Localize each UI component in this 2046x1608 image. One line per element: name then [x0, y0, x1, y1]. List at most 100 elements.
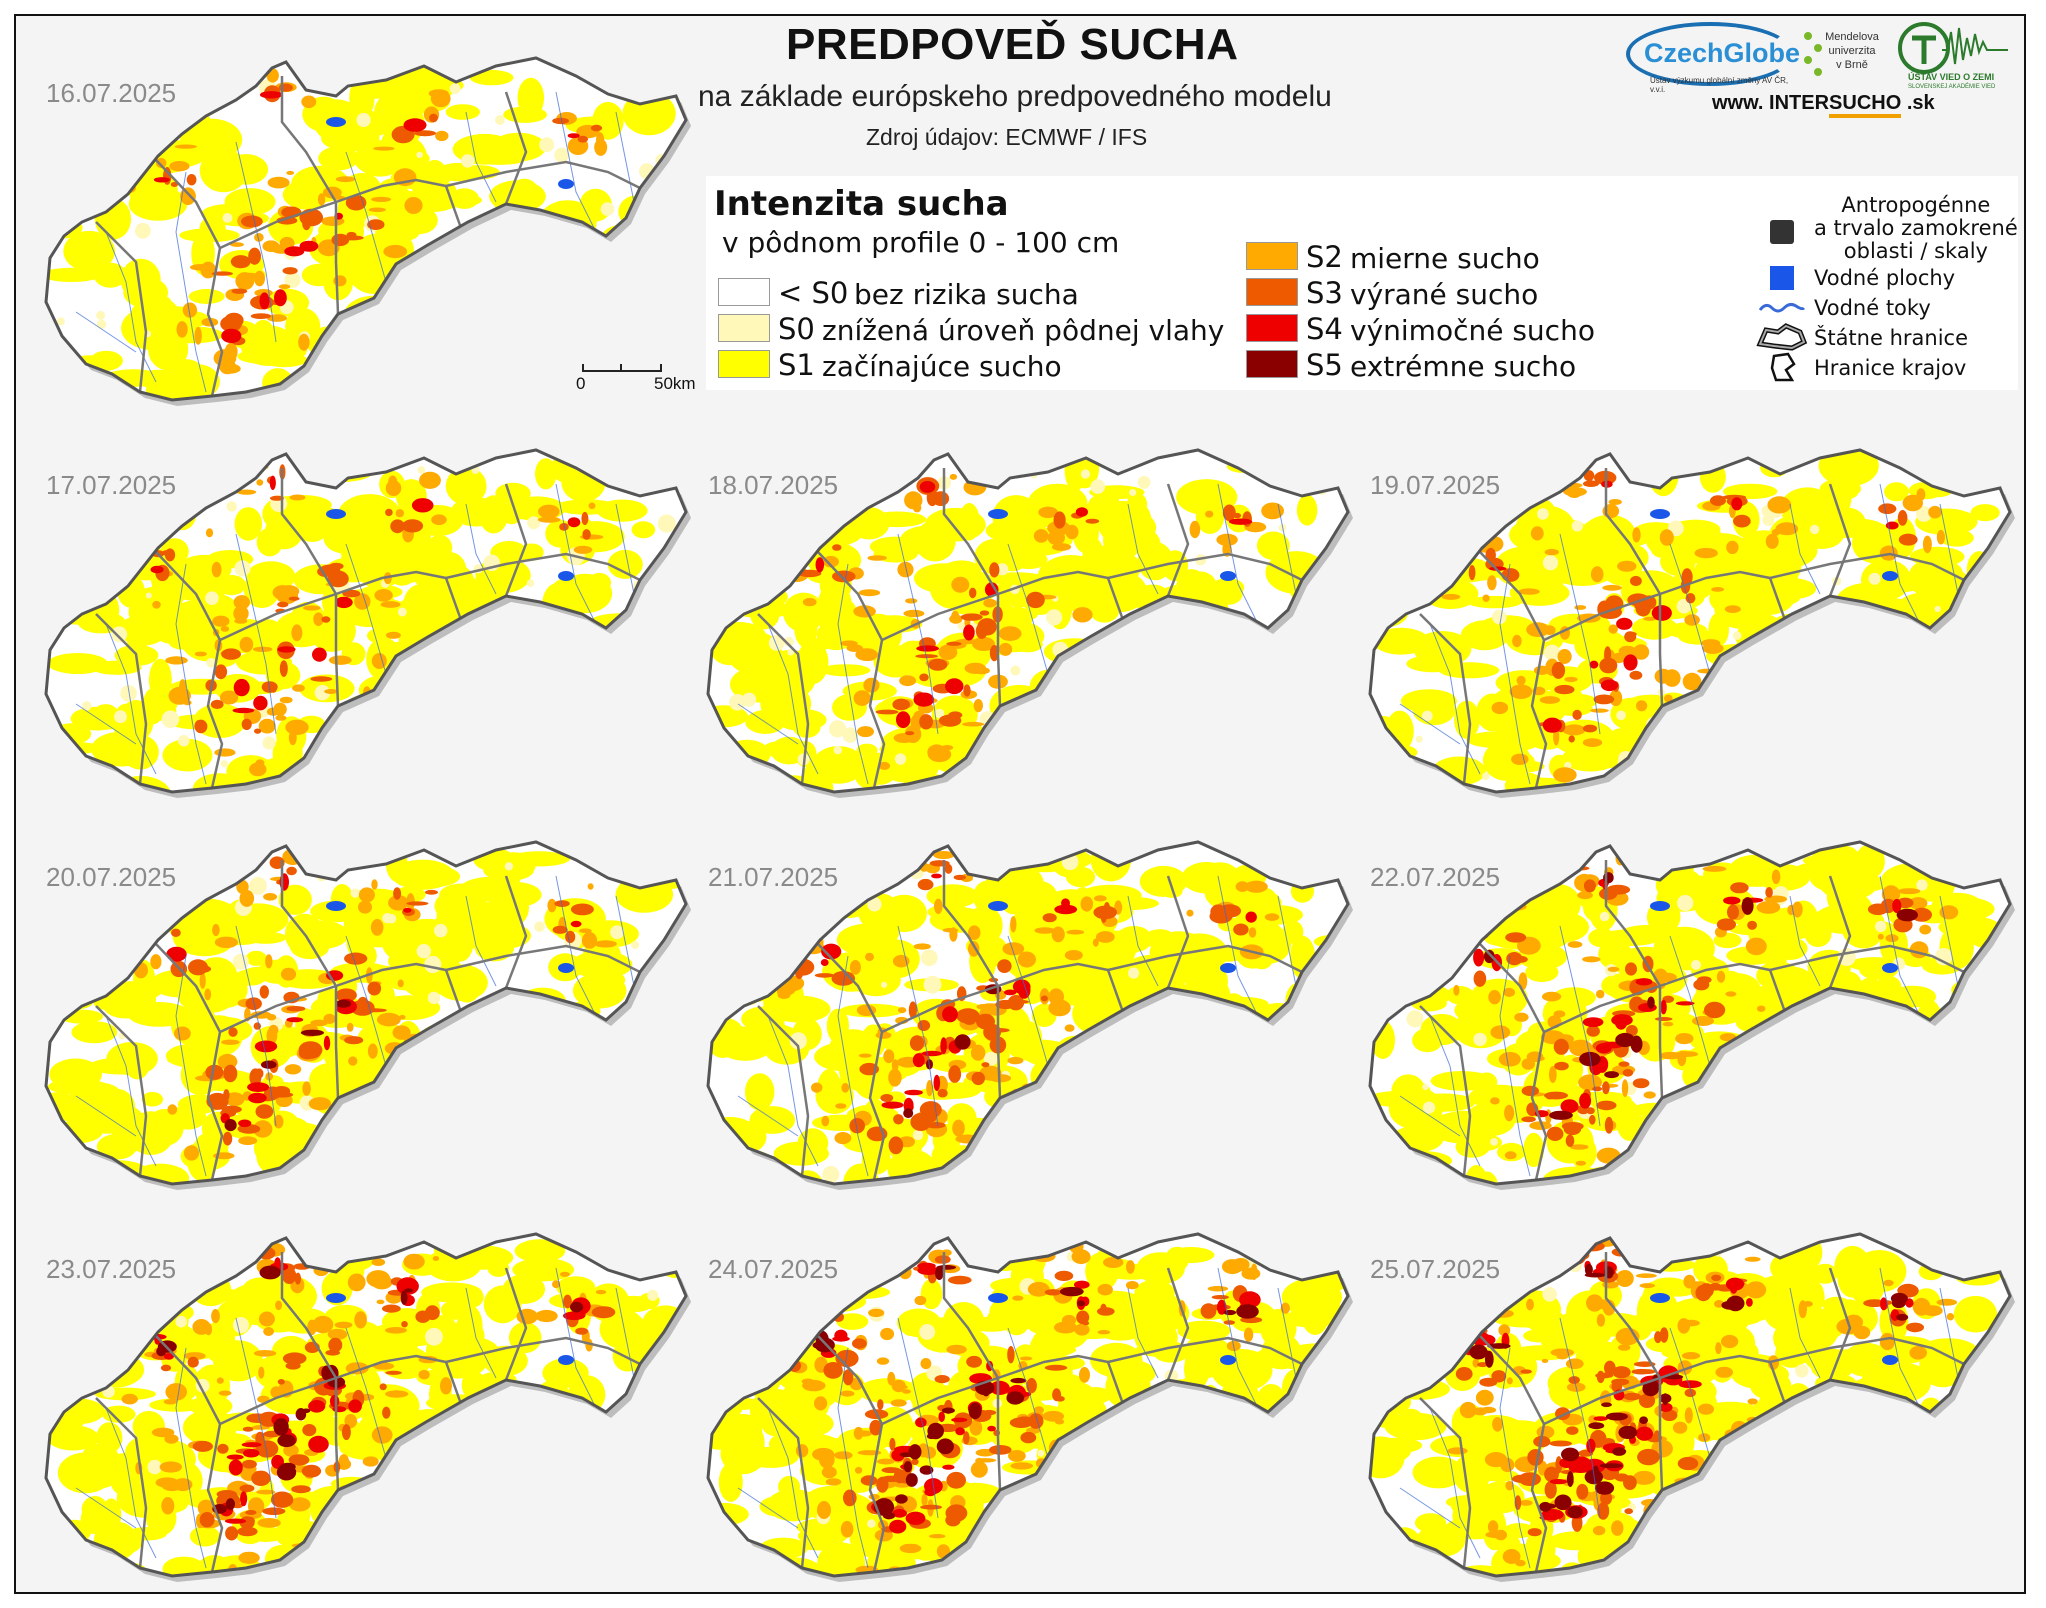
- region-border: [942, 1252, 1000, 1379]
- s1-patch: [1769, 669, 1802, 708]
- s1-patch: [1064, 1520, 1111, 1538]
- s1-patch: [181, 1188, 232, 1205]
- drought-patch-s2: [559, 1271, 570, 1277]
- s0-patch: [524, 1020, 540, 1036]
- s1-patch: [100, 1132, 151, 1153]
- page-subtitle: na základe európskeho predpovedného mode…: [698, 80, 1332, 113]
- s1-patch: [535, 458, 557, 490]
- river-line: [1669, 1327, 1711, 1459]
- drought-patch-s2: [1564, 676, 1578, 683]
- s0-patch: [1308, 659, 1318, 670]
- drought-patch-s3: [414, 130, 436, 137]
- s1-patch: [331, 1522, 373, 1561]
- s1-patch: [578, 200, 604, 217]
- drought-patch-s3: [832, 544, 842, 551]
- drought-patch-s4: [820, 959, 829, 966]
- s0-patch: [1482, 772, 1490, 781]
- s1-patch: [1408, 507, 1450, 540]
- s1-patch: [447, 1023, 475, 1066]
- river-line: [1499, 955, 1531, 1177]
- s1-patch: [397, 1466, 442, 1481]
- s1-patch: [1396, 1304, 1456, 1344]
- s1-patch: [437, 1114, 495, 1128]
- s0-patch: [1006, 1247, 1016, 1257]
- s1-patch: [246, 950, 267, 966]
- s1-patch: [649, 210, 676, 226]
- s1-patch: [724, 557, 754, 570]
- drought-patch-s3: [1623, 1392, 1642, 1401]
- drought-patch-s2: [1436, 920, 1453, 926]
- s1-patch: [938, 783, 969, 792]
- map-date-label: 24.07.2025: [708, 1254, 839, 1284]
- s1-patch: [381, 360, 426, 381]
- s1-patch: [1430, 1111, 1489, 1144]
- drought-map: 23.07.2025: [36, 1228, 696, 1608]
- s1-patch: [303, 1156, 362, 1184]
- drought-patch-s2: [1526, 1298, 1534, 1311]
- drought-patch-s2: [1521, 1058, 1535, 1070]
- s0-patch: [220, 760, 228, 768]
- drought-patch-s3: [1583, 480, 1599, 487]
- drought-patch-s3: [880, 1094, 894, 1102]
- drought-map: 24.07.2025: [698, 1228, 1358, 1608]
- drought-patch-s2: [1487, 1520, 1499, 1534]
- s1-patch: [85, 927, 140, 963]
- drought-patch-s4: [228, 1459, 243, 1476]
- region-border: [445, 944, 641, 974]
- drought-patch-s3: [1446, 1332, 1456, 1348]
- s0-patch: [416, 151, 423, 159]
- s1-patch: [1296, 494, 1318, 526]
- river-line: [105, 1015, 157, 1167]
- drought-patch-s2: [1608, 624, 1618, 634]
- drought-patch-s2: [324, 689, 338, 694]
- drought-patch-s2: [1596, 1299, 1611, 1310]
- s1-patch: [1086, 1045, 1132, 1068]
- legend-code: S4: [1306, 312, 1343, 346]
- s1-patch: [708, 1332, 753, 1351]
- drought-patch-s5: [225, 1498, 235, 1510]
- s0-patch: [1285, 1444, 1298, 1457]
- s1-patch: [406, 1555, 428, 1576]
- drought-patch-s2: [1630, 851, 1649, 866]
- drought-patch-s2: [211, 1309, 220, 1324]
- drought-patch-s3: [881, 1467, 901, 1474]
- drought-patch-s2: [1480, 1406, 1497, 1414]
- drought-patch-s2: [951, 610, 960, 624]
- website-link[interactable]: www. INTERSUCHO .sk: [1712, 92, 1935, 118]
- drought-patch-s2: [267, 176, 290, 189]
- s0-patch: [1261, 652, 1277, 667]
- drought-patch-s2: [825, 1478, 842, 1486]
- s1-patch: [1032, 1478, 1090, 1523]
- drought-patch-s2: [419, 471, 441, 489]
- s1-patch: [1015, 1536, 1053, 1550]
- s1-patch: [732, 1357, 785, 1372]
- s1-patch: [725, 1155, 747, 1184]
- drought-patch-s2: [105, 162, 123, 174]
- drought-patch-s2: [1744, 1256, 1761, 1262]
- drought-patch-s2: [849, 960, 861, 975]
- legend-label: mierne sucho: [1350, 242, 1540, 275]
- s1-patch: [1256, 531, 1290, 560]
- s1-patch: [91, 731, 151, 767]
- drought-patch-s2: [163, 1399, 178, 1405]
- s1-patch: [389, 977, 421, 991]
- drought-patch-s2: [161, 1497, 175, 1515]
- drought-patch-s3: [581, 511, 589, 526]
- water-body: [558, 179, 574, 189]
- region-border: [817, 551, 886, 789]
- drought-patch-s2: [1027, 1281, 1050, 1297]
- drought-patch-s3: [1659, 1327, 1669, 1343]
- drought-patch-s2: [216, 1377, 224, 1384]
- s0-patch: [434, 923, 448, 938]
- drought-patch-s4: [904, 1089, 923, 1096]
- drought-patch-s3: [1505, 932, 1527, 943]
- drought-patch-s4: [308, 1435, 329, 1453]
- region-border: [1543, 570, 1771, 642]
- s1-patch: [415, 1490, 471, 1520]
- drought-patch-s2: [1700, 1497, 1709, 1513]
- s1-patch: [47, 1553, 104, 1576]
- drought-patch-s3: [121, 1317, 145, 1334]
- drought-patch-s2: [236, 489, 257, 495]
- drought-patch-s3: [888, 1136, 904, 1155]
- drought-patch-s3: [131, 1315, 152, 1330]
